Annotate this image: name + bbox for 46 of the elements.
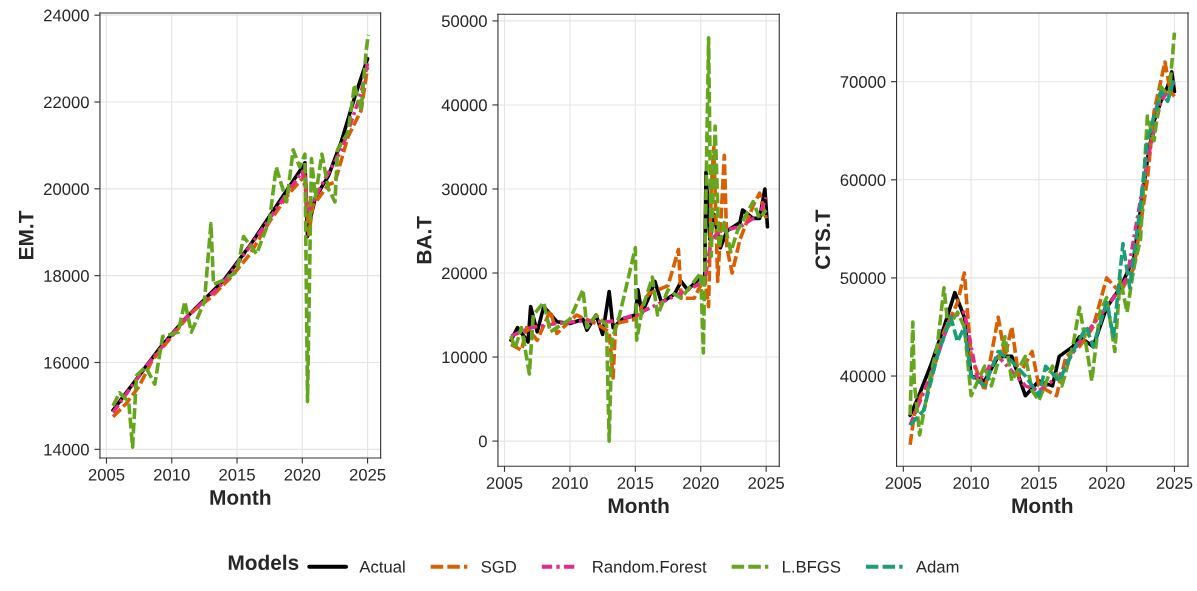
y-axis-title: BA.T	[416, 216, 432, 264]
y-tick-label: 50000	[441, 15, 487, 28]
x-tick-label: 2025	[349, 468, 386, 481]
x-tick-label: 2010	[552, 477, 588, 489]
y-tick-label: 20000	[442, 267, 487, 280]
legend-label: L.BFGS	[783, 560, 841, 573]
x-tick-label: 2015	[219, 468, 255, 481]
x-tick-label: 2005	[885, 477, 922, 489]
x-tick-label: 2010	[154, 468, 190, 481]
legend-label: Actual	[359, 560, 405, 573]
x-tick-label: 2010	[953, 477, 989, 489]
y-tick-label: 50000	[840, 272, 886, 285]
y-tick-label: 20000	[44, 183, 89, 196]
y-tick-label: 40000	[840, 370, 886, 383]
x-tick-label: 2025	[748, 477, 785, 489]
y-tick-label: 22000	[44, 96, 89, 109]
y-tick-label: 40000	[441, 99, 487, 112]
y-tick-label: 24000	[44, 9, 89, 22]
line-series	[509, 195, 768, 338]
y-tick-label: 0	[478, 435, 487, 448]
x-tick-label: 2015	[617, 477, 654, 489]
legend-label: Adam	[915, 560, 959, 573]
x-axis-title: Month	[608, 497, 669, 514]
y-tick-label: 30000	[441, 183, 487, 196]
x-tick-label: 2005	[486, 477, 523, 489]
x-tick-label: 2025	[1156, 477, 1193, 489]
y-axis-title: EM.T	[18, 210, 34, 259]
y-tick-label: 14000	[44, 443, 89, 456]
line-series	[509, 35, 768, 443]
legend-title: Models	[228, 554, 299, 570]
y-tick-label: 16000	[44, 356, 89, 369]
x-axis-title: Month	[210, 489, 271, 505]
y-tick-label: 60000	[840, 174, 886, 186]
x-tick-label: 2020	[683, 477, 719, 489]
x-tick-label: 2020	[284, 468, 321, 481]
line-series	[509, 145, 768, 380]
x-tick-label: 2015	[1021, 477, 1057, 489]
y-tick-label: 18000	[44, 270, 89, 282]
y-tick-label: 70000	[840, 76, 886, 88]
legend-label: SGD	[481, 560, 516, 573]
x-axis-title: Month	[1012, 497, 1073, 514]
y-tick-label: 10000	[442, 351, 487, 364]
x-tick-label: 2020	[1088, 477, 1125, 489]
x-tick-label: 2005	[88, 468, 125, 481]
y-axis-title: CTS.T	[815, 209, 831, 269]
legend-label: Random.Forest	[593, 560, 707, 573]
